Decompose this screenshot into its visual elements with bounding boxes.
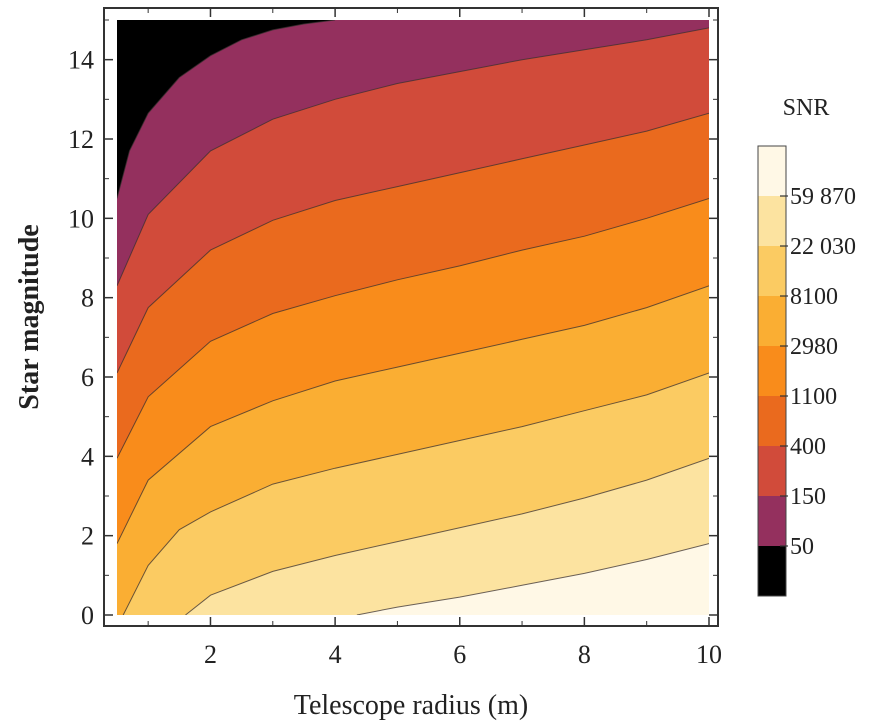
colorbar-band-6 xyxy=(758,446,786,496)
contour-line-7 xyxy=(356,543,709,615)
contour-line-2 xyxy=(117,112,709,374)
contour-line-1 xyxy=(117,27,709,287)
plot-frame xyxy=(103,7,719,627)
colorbar-label: 50 xyxy=(790,534,814,560)
colorbar-label: 59 870 xyxy=(790,184,856,210)
colorbar-legend: 59 870 22 030 8100 2980 1100 400 150 50 xyxy=(757,145,856,597)
colorbar-band-7 xyxy=(758,496,786,546)
colorbar-label: 22 030 xyxy=(790,234,856,260)
x-axis-title: Telescope radius (m) xyxy=(294,690,528,721)
x-tick-label: 10 xyxy=(696,640,722,669)
y-tick-label: 8 xyxy=(81,284,94,313)
x-tick-label: 4 xyxy=(329,640,342,669)
y-tick-label: 2 xyxy=(81,522,94,551)
contour-line-5 xyxy=(122,372,709,615)
x-tick-label: 6 xyxy=(453,640,466,669)
y-tick-label: 14 xyxy=(68,46,94,75)
x-axis-ticks: 2 4 6 8 10 xyxy=(147,8,722,669)
contour-line-0 xyxy=(117,20,336,199)
y-tick-label: 10 xyxy=(68,204,94,233)
colorbar-label: 400 xyxy=(790,434,826,460)
y-axis-title: Star magnitude xyxy=(14,224,45,409)
colorbar-label: 150 xyxy=(790,484,826,510)
region-band-8 xyxy=(117,20,336,199)
colorbar-label: 2980 xyxy=(790,334,838,360)
y-tick-label: 0 xyxy=(81,601,94,630)
colorbar-frame xyxy=(757,145,787,597)
x-tick-label: 2 xyxy=(204,640,217,669)
y-tick-label: 4 xyxy=(81,442,94,471)
colorbar-band-3 xyxy=(758,296,786,346)
colorbar-band-2 xyxy=(758,246,786,296)
contour-line-6 xyxy=(185,457,709,615)
colorbar-title: SNR xyxy=(783,95,830,121)
contour-lines xyxy=(117,20,709,615)
contour-line-4 xyxy=(117,285,709,544)
colorbar-band-4 xyxy=(758,346,786,396)
colorbar-label: 1100 xyxy=(790,384,837,410)
contour-regions xyxy=(117,20,709,615)
y-axis-ticks: 0 2 4 6 8 10 12 14 xyxy=(68,19,718,630)
contour-line-3 xyxy=(117,198,709,459)
colorbar-label: 8100 xyxy=(790,284,838,310)
colorbar-band-0 xyxy=(758,146,786,196)
y-tick-label: 12 xyxy=(68,125,94,154)
x-tick-label: 8 xyxy=(578,640,591,669)
colorbar-band-1 xyxy=(758,196,786,246)
colorbar-band-8 xyxy=(758,546,786,596)
colorbar-band-5 xyxy=(758,396,786,446)
region-band-7 xyxy=(117,20,709,286)
y-tick-label: 6 xyxy=(81,363,94,392)
